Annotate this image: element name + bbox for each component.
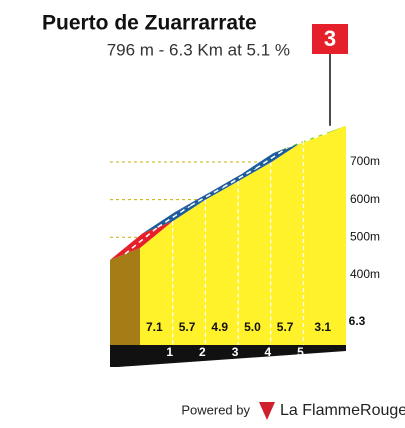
segment-face xyxy=(270,140,304,345)
category: 3 xyxy=(324,26,336,51)
category-flag xyxy=(312,24,348,54)
brand-logo xyxy=(259,402,275,420)
side-face xyxy=(110,247,140,365)
y-tick-label: 700m xyxy=(350,154,380,168)
y-tick-label: 600m xyxy=(350,192,380,206)
segment-face xyxy=(238,162,271,345)
y-tick-label: 500m xyxy=(350,229,380,243)
powered-by: Powered by xyxy=(181,402,250,417)
subtitle: 796 m - 6.3 Km at 5.1 % xyxy=(107,40,290,59)
ribbon-dash xyxy=(255,146,289,170)
base xyxy=(110,345,346,367)
x-tick-label: 2 xyxy=(199,345,206,359)
gradient-label: 3.1 xyxy=(314,320,331,334)
gradient-label: 5.7 xyxy=(179,320,196,334)
ribbon-dash xyxy=(190,186,224,207)
gradient-label: 7.1 xyxy=(146,320,163,334)
ribbon-dash xyxy=(157,205,191,228)
y-tick-label: 400m xyxy=(350,267,380,281)
profile: 400m 500m 600m 700m 7.1 5.7 4.9 5.0 5.7 3.1 1 2 3 4 5 6… xyxy=(110,125,380,367)
segment-face xyxy=(172,199,206,345)
x-tick-label: 4 xyxy=(264,345,271,359)
gradient-label: 5.7 xyxy=(277,320,294,334)
ribbon-dash xyxy=(222,167,257,188)
x-tick-label: 5 xyxy=(297,345,304,359)
x-tick-label: 6.3 xyxy=(349,314,366,328)
segment-face xyxy=(205,181,239,345)
ribbon-dash xyxy=(124,226,159,255)
segment-face xyxy=(140,221,173,345)
x-tick-label: 1 xyxy=(166,345,173,359)
gradient-label: 5.0 xyxy=(244,320,261,334)
segment-face xyxy=(303,125,346,345)
title: Puerto de Zuarrarrate xyxy=(42,12,257,35)
ribbon-dash xyxy=(288,131,332,148)
gradient-label: 4.9 xyxy=(211,320,228,334)
x-tick-label: 3 xyxy=(232,345,239,359)
brand: La FlammeRouge xyxy=(280,402,405,419)
